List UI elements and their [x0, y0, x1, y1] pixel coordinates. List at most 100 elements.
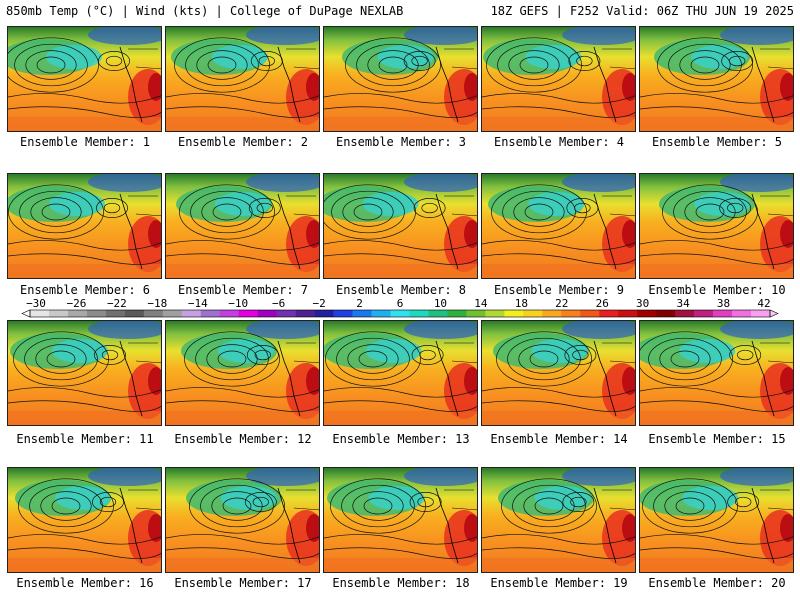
colorbar-tick-label: 22	[555, 297, 568, 310]
ensemble-map-panel	[323, 320, 478, 426]
colorbar-swatch	[428, 310, 448, 317]
colorbar-tick-label: −22	[107, 297, 127, 310]
temperature-field-map	[482, 174, 635, 278]
ensemble-map-panel	[481, 467, 636, 573]
temperature-field-map	[166, 468, 319, 572]
colorbar-swatch	[390, 310, 410, 317]
colorbar-swatch	[561, 310, 581, 317]
temperature-field-map	[324, 174, 477, 278]
ensemble-map-panel	[165, 26, 320, 132]
ensemble-member-label: Ensemble Member: 8	[335, 283, 467, 297]
temperature-field-map	[482, 27, 635, 131]
temperature-field-map	[640, 174, 793, 278]
ensemble-member-label: Ensemble Member: 20	[648, 576, 786, 590]
colorbar-right-arrow	[769, 309, 779, 318]
ensemble-member-label: Ensemble Member: 11	[16, 432, 154, 446]
colorbar-swatch	[713, 310, 733, 317]
temperature-field-map	[640, 321, 793, 425]
colorbar-tick-label: −14	[188, 297, 208, 310]
colorbar-swatch	[409, 310, 429, 317]
ensemble-member-label: Ensemble Member: 5	[651, 135, 783, 149]
colorbar-tick-label: −26	[67, 297, 87, 310]
colorbar-swatch	[371, 310, 391, 317]
ensemble-member-label: Ensemble Member: 3	[335, 135, 467, 149]
ensemble-member-label: Ensemble Member: 10	[648, 283, 786, 297]
colorbar-swatch	[542, 310, 562, 317]
ensemble-member-label: Ensemble Member: 16	[16, 576, 154, 590]
colorbar-swatch	[637, 310, 657, 317]
colorbar-tick-label: −18	[147, 297, 167, 310]
model-run-info: 18Z GEFS | F252 Valid: 06Z THU JUN 19 20…	[490, 4, 794, 18]
colorbar-tick-label: −30	[26, 297, 46, 310]
ensemble-member-label: Ensemble Member: 14	[490, 432, 628, 446]
ensemble-map-panel	[165, 173, 320, 279]
colorbar-swatch	[732, 310, 752, 317]
colorbar-swatch	[200, 310, 221, 317]
ensemble-map-panel	[481, 26, 636, 132]
temperature-field-map	[324, 321, 477, 425]
ensemble-map-panel	[481, 320, 636, 426]
ensemble-member-label: Ensemble Member: 12	[174, 432, 312, 446]
ensemble-member-label: Ensemble Member: 4	[493, 135, 625, 149]
colorbar-tick-label: 2	[356, 297, 363, 310]
colorbar-swatch	[618, 310, 638, 317]
colorbar-swatch	[694, 310, 714, 317]
colorbar-swatch	[219, 310, 240, 317]
temperature-field-map	[166, 174, 319, 278]
temperature-field-map	[482, 321, 635, 425]
colorbar-tick-label: 42	[757, 297, 770, 310]
temperature-colorbar: −30 −26 −22 −18 −14 −10 −6 −2 2 6 10 14 18 22 26 30 34 38…	[21, 297, 779, 318]
colorbar-swatch	[751, 310, 771, 317]
colorbar-tick-label: 10	[434, 297, 447, 310]
colorbar-swatch	[466, 310, 486, 317]
ensemble-member-label: Ensemble Member: 18	[332, 576, 470, 590]
colorbar-tick-label: 18	[515, 297, 528, 310]
ensemble-map-panel	[165, 320, 320, 426]
colorbar-tick-label: −10	[228, 297, 248, 310]
ensemble-map-panel	[323, 26, 478, 132]
ensemble-map-panel	[7, 26, 162, 132]
ensemble-map-panel	[165, 467, 320, 573]
colorbar-swatch	[314, 310, 334, 317]
colorbar-left-arrow	[21, 309, 31, 318]
ensemble-member-label: Ensemble Member: 2	[177, 135, 309, 149]
ensemble-map-panel	[7, 467, 162, 573]
colorbar-swatch	[333, 310, 353, 317]
colorbar-swatch	[523, 310, 543, 317]
temperature-field-map	[8, 321, 161, 425]
ensemble-map-panel	[323, 467, 478, 573]
colorbar-swatch	[238, 310, 258, 317]
colorbar-swatch	[656, 310, 676, 317]
temperature-field-map	[166, 321, 319, 425]
colorbar-swatch	[257, 310, 277, 317]
colorbar-swatch	[48, 310, 69, 317]
colorbar-swatch	[447, 310, 467, 317]
ensemble-member-label: Ensemble Member: 13	[332, 432, 470, 446]
ensemble-member-label: Ensemble Member: 6	[19, 283, 151, 297]
colorbar-tick-label: −2	[312, 297, 325, 310]
ensemble-member-label: Ensemble Member: 7	[177, 283, 309, 297]
colorbar-swatch	[295, 310, 315, 317]
ensemble-map-panel	[323, 173, 478, 279]
map-title: 850mb Temp (°C) | Wind (kts) | College o…	[6, 4, 404, 18]
temperature-field-map	[166, 27, 319, 131]
colorbar-tick-label: 6	[397, 297, 404, 310]
temperature-field-map	[640, 27, 793, 131]
ensemble-map-panel	[639, 467, 794, 573]
colorbar-swatch	[124, 310, 145, 317]
colorbar-swatch	[599, 310, 619, 317]
colorbar-swatch	[105, 310, 126, 317]
temperature-field-map	[8, 27, 161, 131]
colorbar-swatch	[67, 310, 88, 317]
colorbar-tick-label: 38	[717, 297, 730, 310]
ensemble-map-panel	[639, 173, 794, 279]
ensemble-member-label: Ensemble Member: 15	[648, 432, 786, 446]
colorbar-tick-label: 34	[676, 297, 690, 310]
ensemble-map-panel	[639, 26, 794, 132]
temperature-field-map	[8, 174, 161, 278]
temperature-field-map	[324, 468, 477, 572]
colorbar-tick-label: 14	[474, 297, 488, 310]
ensemble-member-label: Ensemble Member: 19	[490, 576, 628, 590]
colorbar-swatch	[86, 310, 107, 317]
colorbar-tick-label: 26	[596, 297, 609, 310]
